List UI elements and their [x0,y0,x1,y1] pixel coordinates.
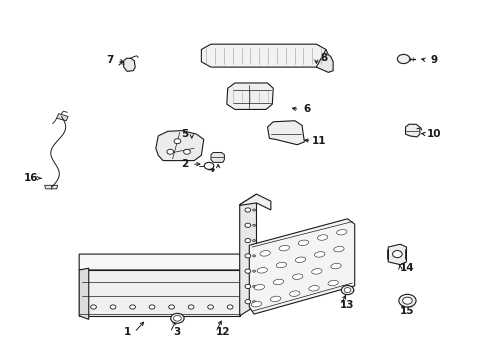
Ellipse shape [298,240,308,246]
Circle shape [168,305,174,309]
Polygon shape [44,185,58,189]
Ellipse shape [251,301,261,307]
Polygon shape [226,83,273,109]
Ellipse shape [333,246,344,252]
Circle shape [149,305,155,309]
Polygon shape [239,194,256,316]
Circle shape [252,301,255,303]
Circle shape [170,313,184,323]
Circle shape [129,305,135,309]
Circle shape [252,239,255,242]
Text: 13: 13 [340,300,354,310]
Polygon shape [156,131,203,161]
Circle shape [173,315,181,321]
Text: 8: 8 [319,53,326,63]
Ellipse shape [314,252,324,257]
Circle shape [252,224,255,226]
Text: 15: 15 [399,306,414,315]
Circle shape [227,305,232,309]
Ellipse shape [289,291,299,296]
Ellipse shape [317,235,327,240]
Polygon shape [250,247,259,256]
Text: 1: 1 [123,327,130,337]
Polygon shape [57,114,68,121]
Ellipse shape [260,251,270,256]
Circle shape [244,223,250,228]
Circle shape [110,305,116,309]
Circle shape [244,269,250,273]
Circle shape [397,54,409,64]
Polygon shape [79,268,89,319]
Text: 9: 9 [429,55,436,65]
Text: 12: 12 [215,327,230,337]
Polygon shape [249,219,354,314]
Circle shape [392,251,401,258]
Circle shape [244,254,250,258]
Circle shape [341,285,353,294]
Polygon shape [316,49,332,72]
Text: 16: 16 [24,173,39,183]
Polygon shape [210,153,224,162]
Ellipse shape [254,284,264,290]
Circle shape [252,285,255,288]
Circle shape [252,270,255,272]
Polygon shape [387,244,406,265]
Ellipse shape [273,279,283,285]
Circle shape [244,238,250,243]
Polygon shape [405,124,419,137]
Text: 3: 3 [173,327,181,337]
Text: 5: 5 [181,129,188,139]
Ellipse shape [308,285,319,291]
Ellipse shape [327,280,338,286]
Text: 11: 11 [311,136,325,146]
Circle shape [166,149,173,154]
Ellipse shape [336,229,346,235]
Ellipse shape [311,269,322,274]
Circle shape [183,149,190,154]
Ellipse shape [276,262,286,268]
Circle shape [252,209,255,211]
Text: 7: 7 [106,55,114,65]
Polygon shape [79,270,239,316]
Polygon shape [267,121,304,145]
Circle shape [398,294,415,307]
Text: 14: 14 [399,263,414,273]
Circle shape [207,305,213,309]
Circle shape [244,284,250,289]
Polygon shape [201,44,325,67]
Ellipse shape [257,267,267,273]
Circle shape [244,300,250,304]
Polygon shape [239,194,270,210]
Text: 10: 10 [426,129,440,139]
Circle shape [244,208,250,212]
Ellipse shape [292,274,302,279]
Circle shape [188,305,194,309]
Ellipse shape [270,296,280,302]
Circle shape [204,162,213,170]
Circle shape [402,297,411,304]
Text: 4: 4 [207,165,214,174]
Circle shape [90,305,96,309]
Ellipse shape [279,246,289,251]
Circle shape [174,139,181,144]
Text: 6: 6 [303,104,310,114]
Ellipse shape [295,257,305,262]
Text: 2: 2 [181,159,188,169]
Polygon shape [123,58,135,71]
Polygon shape [79,245,256,270]
Circle shape [252,255,255,257]
Ellipse shape [330,263,341,269]
Circle shape [344,288,350,293]
